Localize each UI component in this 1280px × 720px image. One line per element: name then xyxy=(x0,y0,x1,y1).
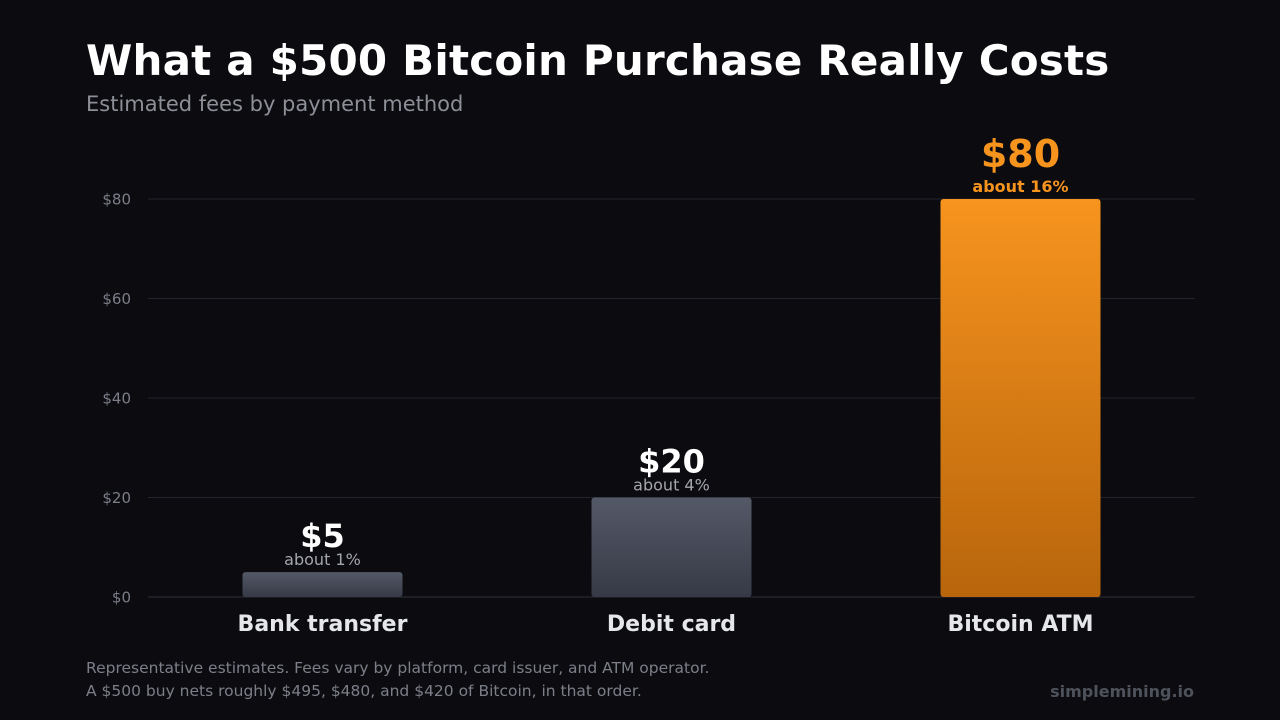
value-label: $80 xyxy=(981,132,1060,176)
percent-label: about 16% xyxy=(972,177,1068,196)
category-label: Bitcoin ATM xyxy=(947,612,1093,637)
footnote-line-2: A $500 buy nets roughly $495, $480, and … xyxy=(86,682,642,700)
y-tick-label: $80 xyxy=(102,191,131,209)
x-axis: Bank transfer Debit card Bitcoin ATM xyxy=(238,612,1094,637)
y-tick-label: $40 xyxy=(102,390,131,408)
y-tick-label: $0 xyxy=(112,589,131,607)
y-axis: $0 $20 $40 $60 $80 xyxy=(102,191,131,607)
chart-title: What a $500 Bitcoin Purchase Really Cost… xyxy=(86,36,1110,85)
value-label: $5 xyxy=(300,517,345,555)
percent-label: about 1% xyxy=(284,550,361,569)
brand-watermark: simplemining.io xyxy=(1050,682,1194,701)
bars xyxy=(242,199,1101,597)
y-tick-label: $20 xyxy=(102,489,131,507)
y-tick-label: $60 xyxy=(102,290,131,308)
footnote-line-1: Representative estimates. Fees vary by p… xyxy=(86,659,710,677)
bar xyxy=(940,199,1101,597)
category-label: Bank transfer xyxy=(238,612,408,637)
percent-label: about 4% xyxy=(633,476,710,495)
category-label: Debit card xyxy=(607,612,736,637)
chart-subtitle: Estimated fees by payment method xyxy=(86,92,464,116)
value-label: $20 xyxy=(638,443,705,481)
bar xyxy=(591,497,752,597)
bar xyxy=(242,572,403,597)
